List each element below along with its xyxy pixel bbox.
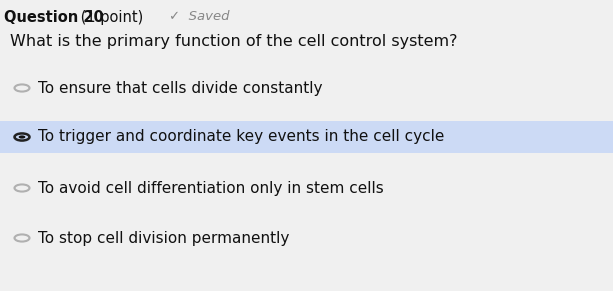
Text: (1 point): (1 point) [76,10,143,25]
Ellipse shape [18,135,25,139]
Text: To trigger and coordinate key events in the cell cycle: To trigger and coordinate key events in … [37,129,444,145]
Text: ✓  Saved: ✓ Saved [169,10,229,23]
FancyBboxPatch shape [0,121,613,153]
Text: To avoid cell differentiation only in stem cells: To avoid cell differentiation only in st… [37,180,383,196]
Text: To stop cell division permanently: To stop cell division permanently [37,230,289,246]
Text: Question 20: Question 20 [4,10,104,25]
Text: To ensure that cells divide constantly: To ensure that cells divide constantly [37,81,322,95]
Text: What is the primary function of the cell control system?: What is the primary function of the cell… [10,34,457,49]
